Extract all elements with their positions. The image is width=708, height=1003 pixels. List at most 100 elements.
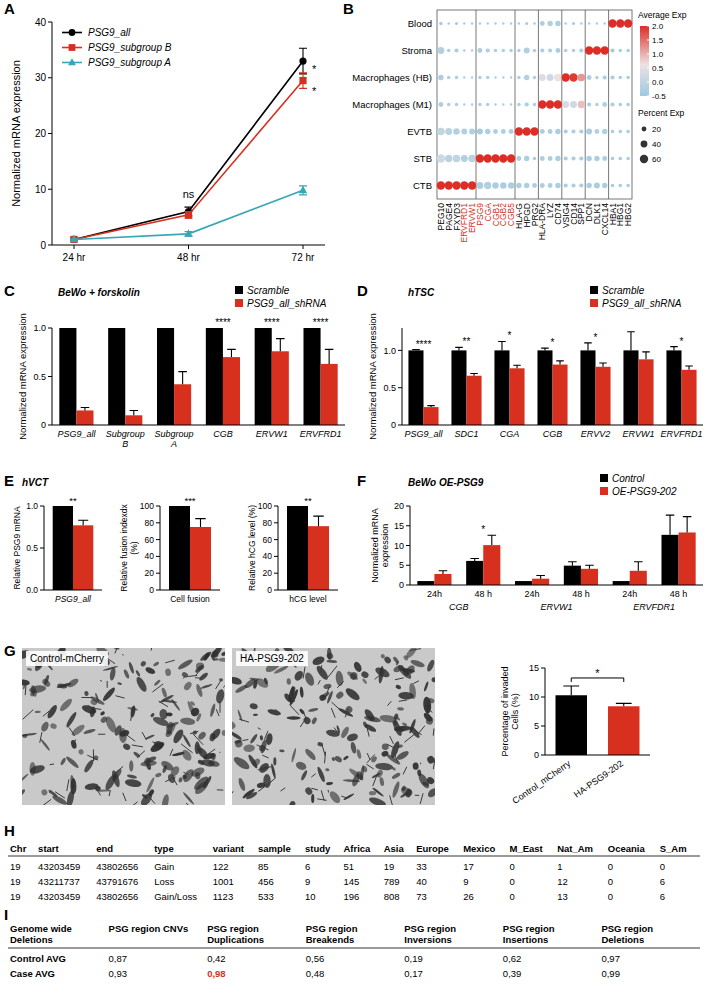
panel-letter: G	[4, 642, 16, 659]
x-tick-label: 48 h	[474, 589, 492, 599]
micrograph-texture	[180, 748, 193, 762]
size-key	[640, 155, 648, 163]
dot	[608, 19, 616, 27]
error-bar	[427, 406, 435, 407]
y-tick	[48, 189, 52, 190]
micrograph-texture	[70, 723, 86, 738]
x-tick-label: PSG9_all	[57, 429, 96, 439]
error-bar	[299, 186, 307, 195]
micrograph-texture	[422, 696, 431, 714]
dot	[555, 183, 560, 188]
micrograph-texture	[100, 715, 109, 724]
micrograph-texture	[100, 711, 106, 717]
micrograph-texture	[180, 717, 196, 726]
dot	[564, 156, 568, 160]
row-label: STB	[414, 153, 432, 164]
micrograph-texture	[135, 675, 149, 693]
table-cell: 0	[510, 891, 515, 902]
micrograph-texture	[362, 678, 368, 685]
micrograph-texture	[381, 750, 390, 758]
bar	[190, 527, 211, 590]
bar-chart: 020406080100Cell fusion***Relative fusio…	[119, 495, 220, 604]
micrograph-texture	[161, 687, 168, 698]
axis-title: Normalized mRNAexpression	[370, 508, 390, 583]
micrograph-texture	[239, 719, 249, 722]
y-tick	[541, 726, 545, 727]
bar	[515, 581, 532, 585]
micrograph-texture	[290, 705, 299, 715]
micrograph-texture	[300, 769, 308, 781]
series-line	[74, 81, 303, 240]
micrograph-texture	[232, 676, 243, 686]
significance: *	[680, 336, 684, 347]
micrograph-texture	[216, 680, 222, 689]
micrograph-texture	[317, 799, 326, 800]
y-tick-label: 0	[391, 420, 396, 430]
legend-label: PSG9_all_shRNA	[602, 298, 682, 309]
dot	[602, 183, 607, 188]
micrograph-texture	[83, 728, 96, 735]
micrograph-texture	[22, 773, 29, 785]
micrograph-texture	[273, 664, 289, 674]
micrograph-texture	[321, 665, 322, 672]
micrograph-texture	[172, 751, 185, 757]
x-tick-label: ERVFRD1	[661, 429, 703, 439]
dot	[572, 22, 575, 25]
table-cell: 73	[416, 891, 427, 902]
micrograph-texture	[60, 757, 67, 766]
bar	[608, 706, 640, 755]
dot	[603, 75, 607, 79]
y-tick-label: 0	[534, 750, 539, 760]
micrograph-texture	[249, 677, 259, 681]
table-cell: 9	[305, 876, 310, 887]
dot	[502, 103, 504, 105]
micrograph-texture	[143, 757, 152, 766]
x-axis	[402, 425, 703, 426]
micrograph-texture	[181, 744, 193, 753]
point	[70, 236, 77, 243]
dot	[595, 103, 598, 106]
dot	[577, 74, 585, 82]
legend-label: Scramble	[602, 285, 645, 296]
micrograph-texture	[286, 678, 291, 685]
x-tick-label: HA-PSG9-202	[572, 758, 625, 799]
table-cell: 40	[416, 876, 427, 887]
micrograph-texture	[69, 727, 75, 736]
bar	[451, 350, 466, 425]
legend-title: Percent Exp	[638, 108, 685, 118]
table-cell: 43211737	[38, 876, 80, 887]
micrograph-texture	[367, 753, 370, 760]
dot	[619, 130, 622, 133]
micrograph-texture	[287, 686, 295, 703]
dot	[455, 22, 458, 25]
legend-label: PSG9_subgroup A	[88, 57, 171, 68]
dot	[463, 103, 465, 105]
table-cell: 0,39	[503, 968, 522, 979]
column-label: HBG2	[623, 203, 633, 226]
error-bar	[536, 576, 545, 579]
y-tick-label: 80	[145, 518, 155, 528]
micrograph-texture	[89, 706, 96, 718]
micrograph-texture	[433, 758, 435, 769]
dot	[471, 49, 473, 51]
error-bar	[634, 562, 643, 571]
dot	[588, 22, 590, 24]
dot	[494, 49, 497, 52]
micrograph-texture	[152, 742, 156, 744]
y-tick	[274, 556, 278, 557]
dot	[596, 22, 598, 24]
micrograph-texture	[237, 777, 246, 792]
micrograph-texture	[401, 668, 416, 674]
bar	[553, 365, 568, 425]
y-tick-label: 60	[263, 535, 273, 545]
dot	[447, 49, 450, 52]
dot	[595, 76, 598, 79]
row-label: Macrophages (M1)	[352, 99, 432, 110]
bar-chart: FBeWo OE-PSG90510152024h48 h24h48 h24h48…	[357, 472, 703, 612]
table-cell: 26	[463, 891, 474, 902]
significance: ***	[184, 495, 195, 506]
x-tick-label: 72 hr	[292, 252, 315, 263]
table-cell: 6	[305, 861, 310, 872]
table-rule	[8, 856, 700, 857]
micrograph-texture	[182, 792, 195, 805]
